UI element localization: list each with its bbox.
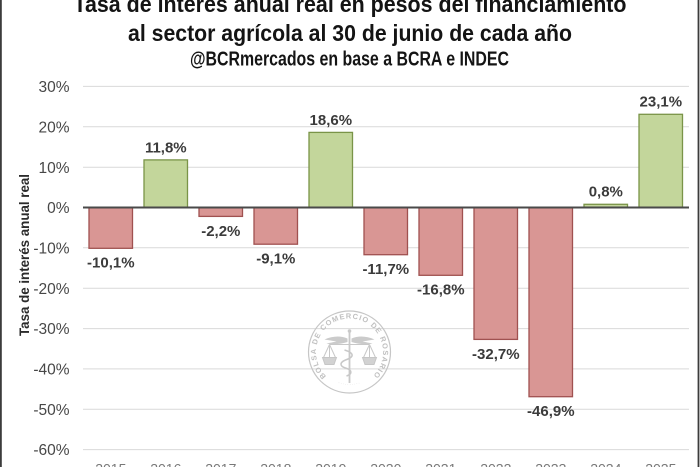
- svg-text:@BCRmercados en base a BCRA e: @BCRmercados en base a BCRA e INDEC: [190, 48, 509, 71]
- svg-text:2020: 2020: [370, 461, 401, 467]
- svg-text:-40%: -40%: [33, 362, 69, 379]
- svg-text:2025: 2025: [645, 461, 676, 467]
- svg-text:2017: 2017: [205, 461, 236, 467]
- svg-text:2023: 2023: [535, 461, 566, 467]
- svg-text:2016: 2016: [150, 461, 181, 467]
- svg-text:2018: 2018: [260, 461, 291, 467]
- svg-text:2015: 2015: [95, 461, 126, 467]
- svg-text:11,8%: 11,8%: [145, 139, 187, 156]
- svg-text:al sector agrícola al 30 de ju: al sector agrícola al 30 de junio de cad…: [128, 20, 572, 46]
- svg-text:18,6%: 18,6%: [310, 112, 353, 129]
- svg-text:-50%: -50%: [33, 402, 69, 419]
- svg-text:-2,2%: -2,2%: [201, 223, 240, 240]
- svg-text:30%: 30%: [38, 79, 69, 96]
- svg-text:2022: 2022: [480, 461, 511, 467]
- svg-text:2024: 2024: [590, 461, 621, 467]
- svg-text:23,1%: 23,1%: [640, 94, 683, 111]
- svg-text:··········: ··········: [338, 380, 362, 387]
- svg-text:-11,7%: -11,7%: [362, 261, 409, 278]
- svg-text:0%: 0%: [47, 200, 70, 217]
- svg-text:Tasa de interés anual real: Tasa de interés anual real: [16, 174, 32, 336]
- svg-text:-30%: -30%: [33, 321, 69, 338]
- svg-text:Tasa de interés anual real en: Tasa de interés anual real en pesos del …: [74, 0, 627, 17]
- svg-text:0,8%: 0,8%: [589, 184, 623, 201]
- svg-text:2019: 2019: [315, 461, 346, 467]
- svg-text:-10,1%: -10,1%: [87, 255, 135, 272]
- svg-text:-46,9%: -46,9%: [527, 403, 575, 420]
- svg-text:-32,7%: -32,7%: [472, 346, 520, 363]
- svg-text:10%: 10%: [38, 160, 69, 177]
- svg-text:-60%: -60%: [33, 442, 69, 459]
- svg-text:-10%: -10%: [33, 240, 69, 257]
- svg-text:2021: 2021: [425, 461, 456, 467]
- svg-text:-9,1%: -9,1%: [256, 251, 295, 268]
- svg-text:-16,8%: -16,8%: [417, 282, 465, 299]
- svg-text:-20%: -20%: [33, 281, 69, 298]
- svg-text:20%: 20%: [38, 119, 69, 136]
